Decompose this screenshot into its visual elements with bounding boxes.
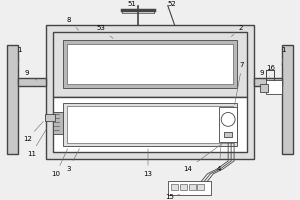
Text: 53: 53 (96, 25, 113, 39)
Bar (254, 78, 282, 86)
Text: 11: 11 (27, 129, 47, 157)
Text: 3: 3 (67, 149, 80, 172)
Text: 2: 2 (231, 25, 243, 37)
Bar (260, 84, 268, 92)
Bar (63, 40, 237, 88)
Bar (53, 112, 63, 134)
Bar (171, 184, 178, 190)
Bar (168, 181, 211, 195)
Bar (53, 97, 247, 152)
Bar (219, 107, 237, 142)
Text: 9: 9 (254, 70, 264, 82)
Bar (7, 45, 18, 154)
Bar (45, 114, 55, 121)
Text: 10: 10 (52, 149, 68, 177)
Bar (18, 78, 46, 86)
Text: 16: 16 (266, 65, 275, 77)
Bar (46, 25, 254, 159)
Bar (53, 32, 247, 97)
Text: 51: 51 (128, 1, 138, 10)
Bar (224, 132, 232, 137)
Text: 13: 13 (143, 149, 152, 177)
Text: 1: 1 (17, 47, 22, 65)
Text: 14: 14 (183, 144, 222, 172)
Bar (180, 184, 187, 190)
Bar (282, 45, 293, 154)
Bar (266, 80, 282, 94)
Text: 4: 4 (217, 145, 221, 172)
Text: 52: 52 (167, 1, 176, 10)
Bar (53, 32, 247, 152)
Text: 12: 12 (23, 121, 43, 142)
Text: 15: 15 (165, 194, 180, 200)
Bar (67, 106, 233, 143)
Text: 9: 9 (24, 70, 37, 80)
Text: 7: 7 (235, 62, 244, 105)
Bar (189, 184, 196, 190)
Bar (67, 44, 233, 84)
Text: 1: 1 (281, 47, 286, 65)
Text: 8: 8 (67, 17, 79, 30)
Bar (197, 184, 204, 190)
Bar (63, 103, 237, 146)
